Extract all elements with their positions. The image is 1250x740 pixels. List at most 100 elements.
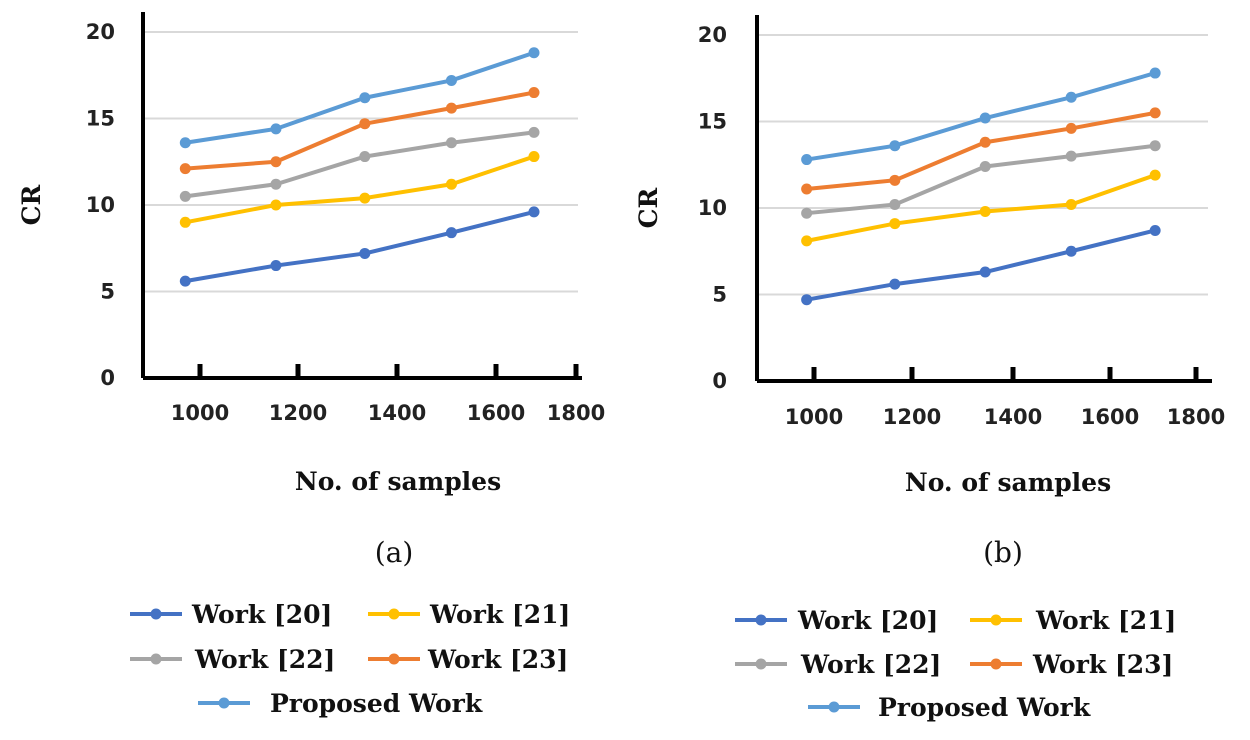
x-tick-label: 1000 (171, 401, 229, 425)
data-point (889, 199, 901, 211)
data-point (801, 154, 813, 166)
data-point (801, 183, 813, 195)
legend-swatch-marker (755, 614, 767, 626)
x-tick-label: 1400 (984, 405, 1042, 429)
data-point (1149, 224, 1161, 236)
legend-swatch-marker (388, 653, 400, 665)
data-point (801, 207, 813, 219)
data-point (359, 151, 371, 163)
data-point (528, 87, 540, 99)
legend-swatch-marker (388, 608, 400, 620)
legend-label: Work [20] (191, 600, 332, 629)
x-tick-label: 1400 (368, 401, 426, 425)
data-point (179, 275, 191, 287)
y-tick-label: 10 (698, 196, 727, 220)
chart-a: 1000 1200 1400 1600 1800 0 5 10 15 20 No. of sampl… (17, 12, 605, 718)
legend-swatch-marker (150, 608, 162, 620)
chart-b: 1000 1200 1400 1600 1800 0 5 10 15 20 No. of sampl… (634, 15, 1225, 722)
data-point (270, 156, 282, 168)
y-tick-label: 5 (100, 280, 115, 304)
legend-label: Work [23] (427, 645, 568, 674)
data-point (1065, 122, 1077, 134)
legend-swatch-marker (828, 701, 840, 713)
data-point (179, 137, 191, 149)
data-point (1149, 67, 1161, 79)
data-point (979, 136, 991, 148)
y-tick-label: 15 (698, 110, 727, 134)
data-point (1065, 150, 1077, 162)
x-axis-title: No. of samples (295, 467, 501, 496)
legend-label: Work [22] (800, 650, 941, 679)
series-line (806, 228, 1156, 302)
data-point (1149, 140, 1161, 152)
data-point (445, 137, 457, 149)
legend-label: Work [23] (1032, 650, 1173, 679)
data-point (270, 260, 282, 272)
data-point (979, 205, 991, 217)
legend-label: Work [21] (1035, 606, 1176, 635)
data-point (528, 126, 540, 138)
series-line (806, 143, 1156, 216)
x-tick-label: 1000 (785, 405, 843, 429)
data-point (179, 190, 191, 202)
data-point (1149, 107, 1161, 119)
data-point (889, 278, 901, 290)
data-point (528, 206, 540, 218)
y-tick-label: 5 (712, 283, 727, 307)
series-line (184, 209, 535, 284)
x-tick-label: 1200 (269, 401, 327, 425)
legend-label: Work [21] (429, 600, 570, 629)
y-tick-label: 20 (698, 23, 727, 47)
legend-label: Proposed Work (878, 693, 1091, 722)
legend-swatch-marker (990, 658, 1002, 670)
legend-label: Work [22] (194, 645, 335, 674)
data-point (979, 112, 991, 124)
data-point (801, 294, 813, 306)
data-point (445, 102, 457, 114)
data-point (270, 178, 282, 190)
y-tick-label: 0 (100, 366, 115, 390)
data-point (179, 163, 191, 175)
x-axis-title: No. of samples (905, 468, 1111, 497)
data-point (445, 74, 457, 86)
data-point (979, 266, 991, 278)
data-point (1149, 169, 1161, 181)
y-axis-title: CR (17, 184, 46, 225)
data-point (889, 140, 901, 152)
data-point (270, 123, 282, 135)
legend-swatch-marker (150, 653, 162, 665)
data-point (1065, 245, 1077, 257)
data-point (889, 218, 901, 230)
chart-caption: (a) (375, 536, 414, 569)
legend-label: Proposed Work (270, 689, 483, 718)
y-tick-label: 0 (712, 369, 727, 393)
data-point (445, 178, 457, 190)
data-point (445, 227, 457, 239)
data-point (359, 247, 371, 259)
data-point (1065, 199, 1077, 211)
legend: Work [20] Work [21] Work [22] Work [23] Prop… (130, 600, 570, 718)
legend: Work [20] Work [21] Work [22] Work [23] Prop… (735, 606, 1176, 722)
data-point (179, 216, 191, 228)
x-tick-label: 1200 (883, 405, 941, 429)
data-point (1065, 91, 1077, 103)
data-point (359, 192, 371, 204)
data-point (889, 174, 901, 186)
x-tick-label: 1800 (547, 401, 605, 425)
x-tick-label: 1800 (1167, 405, 1225, 429)
legend-label: Work [20] (797, 606, 938, 635)
x-tick-label: 1600 (467, 401, 525, 425)
data-point (359, 118, 371, 130)
data-point (359, 92, 371, 104)
data-point (528, 151, 540, 163)
data-point (979, 160, 991, 172)
y-tick-label: 10 (86, 193, 115, 217)
data-point (528, 47, 540, 59)
data-point (801, 235, 813, 247)
x-tick-label: 1600 (1081, 405, 1139, 429)
y-tick-label: 15 (86, 107, 115, 131)
data-point (270, 199, 282, 211)
legend-swatch-marker (218, 697, 230, 709)
y-axis-title: CR (634, 187, 663, 228)
